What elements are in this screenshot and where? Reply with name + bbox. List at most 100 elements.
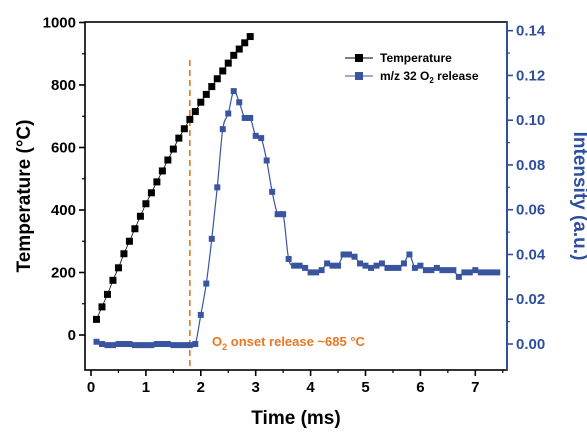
o2-release-point xyxy=(444,267,451,274)
y-left-tick-label: 800 xyxy=(51,77,76,94)
o2-release-point xyxy=(115,341,122,347)
o2-release-point xyxy=(329,262,336,269)
o2-release-point xyxy=(411,264,418,271)
o2-release-point xyxy=(291,262,298,269)
o2-release-point xyxy=(477,269,484,276)
temperature-series xyxy=(92,33,254,323)
o2-release-point xyxy=(192,341,199,347)
o2-release-point xyxy=(461,269,468,276)
o2-release-point xyxy=(378,260,385,267)
temperature-point xyxy=(202,90,210,98)
temperature-point xyxy=(208,83,216,91)
o2-release-point xyxy=(225,110,232,117)
y-left-tick-label: 200 xyxy=(51,265,76,282)
temperature-point xyxy=(246,33,254,41)
y-right-tick-label: 0.10 xyxy=(516,112,545,129)
x-tick-label: 0 xyxy=(87,379,95,396)
temperature-point xyxy=(158,167,166,175)
o2-release-point xyxy=(455,273,462,280)
o2-release-point xyxy=(302,264,309,271)
o2-release-point xyxy=(208,235,215,242)
temperature-line xyxy=(96,36,251,320)
o2-release-point xyxy=(384,264,391,271)
temperature-point xyxy=(241,39,249,47)
o2-release-point xyxy=(307,269,314,276)
y-left-tick-label: 0 xyxy=(68,327,76,344)
o2-release-point xyxy=(219,126,226,133)
o2-release-point xyxy=(280,211,287,218)
o2-release-point xyxy=(324,260,331,267)
o2-release-point xyxy=(466,269,473,276)
temperature-point xyxy=(142,200,150,208)
o2-release-point xyxy=(104,342,111,349)
o2-release-point xyxy=(367,264,374,271)
temperature-point xyxy=(186,115,194,123)
temperature-point xyxy=(169,145,177,153)
temperature-point xyxy=(180,125,188,133)
legend-label-o2: m/z 32 O2 release xyxy=(380,69,479,85)
o2-release-point xyxy=(181,342,188,349)
o2-release-point xyxy=(153,341,160,347)
o2-release-point xyxy=(494,269,501,276)
temperature-point xyxy=(136,212,144,220)
temperature-point xyxy=(103,290,111,298)
o2-release-point xyxy=(395,264,402,271)
o2-release-point xyxy=(340,251,347,258)
o2-release-point xyxy=(164,341,171,347)
x-tick-label: 4 xyxy=(306,379,315,396)
o2-release-point xyxy=(488,269,495,276)
y-right-tick-label: 0.04 xyxy=(516,246,546,263)
temperature-point xyxy=(235,45,243,53)
y-right-tick-label: 0.00 xyxy=(516,336,545,353)
o2-release-point xyxy=(346,251,353,258)
y-right-tick-label: 0.14 xyxy=(516,23,546,40)
o2-release-point xyxy=(137,342,144,349)
o2-release-point xyxy=(120,341,127,347)
temperature-point xyxy=(164,156,172,164)
y-left-tick-label: 600 xyxy=(51,140,76,157)
o2-release-point xyxy=(93,338,100,345)
o2-release-point xyxy=(109,342,116,349)
o2-release-point xyxy=(472,267,479,274)
y-right-tick-label: 0.06 xyxy=(516,202,545,219)
temperature-point xyxy=(175,134,183,142)
o2-release-point xyxy=(126,341,133,347)
legend-label-temperature: Temperature xyxy=(380,51,452,65)
y-right-tick-label: 0.08 xyxy=(516,157,545,174)
legend-marker-o2 xyxy=(355,72,363,80)
o2-release-point xyxy=(433,264,440,271)
temperature-axis: 0 200 400 600 800 1000 xyxy=(43,15,85,344)
temperature-point xyxy=(219,67,227,75)
o2-release-point xyxy=(258,135,265,142)
y-right-tick-label: 0.12 xyxy=(516,67,545,84)
o2-release-line xyxy=(96,90,498,348)
o2-release-point xyxy=(203,280,210,287)
temperature-point xyxy=(153,178,161,186)
o2-release-point xyxy=(362,262,369,269)
y-right-tick-label: 0.02 xyxy=(516,291,545,308)
temperature-point xyxy=(147,189,155,197)
o2-release-series xyxy=(93,88,501,349)
o2-release-point xyxy=(422,267,429,274)
o2-release-point xyxy=(373,262,380,269)
temperature-point xyxy=(109,276,117,284)
o2-release-point xyxy=(357,260,364,267)
temperature-point xyxy=(120,250,128,258)
temperature-point xyxy=(92,315,100,323)
o2-release-point xyxy=(197,311,204,318)
x-axis: 0 1 2 3 4 5 6 7 xyxy=(87,370,504,396)
o2-release-point xyxy=(274,211,281,218)
o2-release-point xyxy=(428,267,435,274)
o2-release-point xyxy=(406,251,413,258)
o2-release-point xyxy=(335,262,342,269)
legend: Temperature m/z 32 O2 release xyxy=(345,51,479,85)
intensity-axis: 0.00 0.02 0.04 0.06 0.08 0.10 0.12 0.14 xyxy=(507,23,546,353)
temperature-point xyxy=(114,264,122,272)
o2-release-point xyxy=(170,342,177,349)
o2-release-point xyxy=(285,255,292,262)
y-left-tick-label: 400 xyxy=(51,202,76,219)
o2-release-point xyxy=(417,262,424,269)
o2-release-point xyxy=(263,157,270,164)
x-tick-label: 2 xyxy=(197,379,205,396)
